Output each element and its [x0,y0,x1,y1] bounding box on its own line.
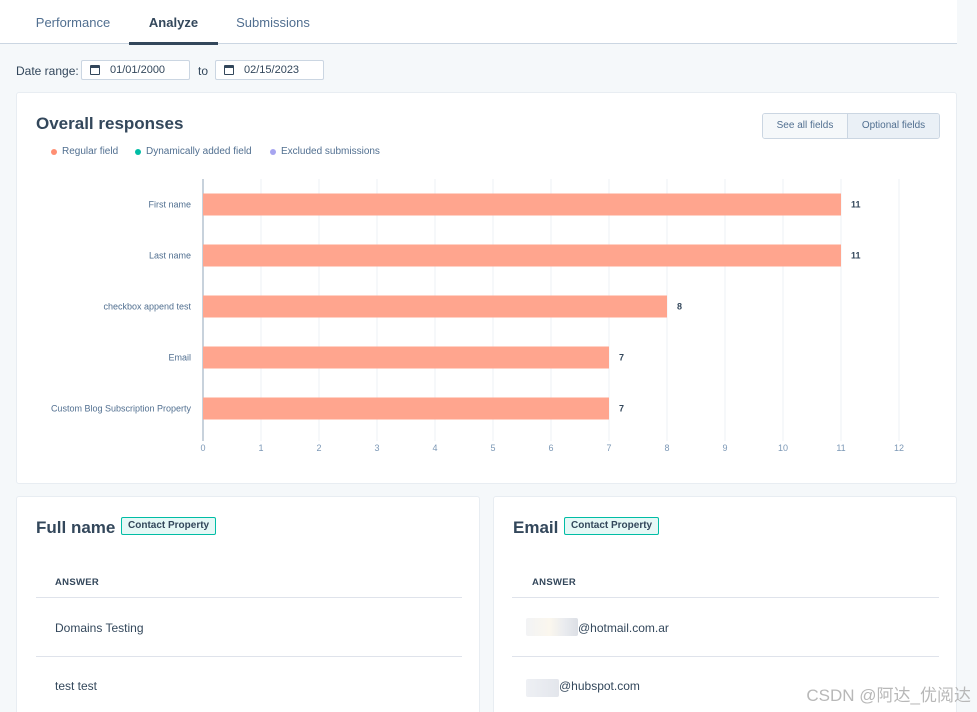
x-tick-label: 10 [778,443,788,453]
answer-row: @hotmail.com.ar [578,621,669,635]
y-tick-label: Email [168,353,191,363]
date-from-value: 01/01/2000 [110,64,166,76]
calendar-icon [224,65,234,75]
watermark: CSDN @阿达_优阅达 [806,686,971,705]
legend-dot-icon [135,149,141,155]
contact-property-badge: Contact Property [121,517,217,535]
legend-dot-icon [270,149,276,155]
calendar-icon [90,65,100,75]
full-name-title: Full name [36,518,116,537]
divider [512,656,939,657]
divider [512,597,939,598]
data-label: 8 [677,302,682,312]
data-label: 11 [851,200,861,210]
redacted-text [526,618,578,636]
y-tick-label: Last name [149,251,191,261]
answer-row: test test [55,679,98,693]
bar [203,244,841,267]
contact-property-badge: Contact Property [564,517,660,535]
divider [36,656,462,657]
tab-submissions[interactable]: Submissions [236,15,310,30]
x-tick-label: 1 [258,443,263,453]
data-label: 7 [619,353,624,363]
x-tick-label: 7 [606,443,611,453]
x-tick-label: 12 [894,443,904,453]
y-tick-label: First name [148,200,191,210]
x-tick-label: 9 [722,443,727,453]
date-from-input[interactable]: 01/01/2000 [81,60,190,80]
overall-responses-title: Overall responses [36,114,184,133]
x-tick-label: 4 [432,443,437,453]
legend-label: Dynamically added field [146,146,252,157]
y-tick-label: checkbox append test [103,302,191,312]
date-to-label: to [198,64,209,78]
legend-label: Excluded submissions [281,146,380,157]
email-title: Email [513,518,559,537]
x-tick-label: 5 [490,443,495,453]
answer-row: Domains Testing [55,621,144,635]
bar [203,397,609,420]
date-range-label: Date range: [16,64,79,78]
full-name-card: Full name Contact Property ANSWER Domain… [16,496,480,712]
y-tick-label: Custom Blog Subscription Property [51,404,192,414]
legend-dot-icon [51,149,57,155]
bar [203,346,609,369]
divider [36,597,462,598]
data-label: 11 [851,251,861,261]
bar [203,193,841,216]
x-tick-label: 3 [374,443,379,453]
x-tick-label: 11 [836,443,845,453]
optional-fields-button[interactable]: Optional fields [847,114,939,138]
email-card: Email Contact Property ANSWER @hotmail.c… [493,496,957,712]
data-label: 7 [619,404,624,414]
date-to-input[interactable]: 02/15/2023 [215,60,324,80]
x-tick-label: 6 [548,443,553,453]
answer-column-header: ANSWER [55,577,100,588]
tab-performance[interactable]: Performance [35,15,111,30]
x-tick-label: 2 [316,443,321,453]
answer-row: @hubspot.com [559,679,640,693]
tab-bar: Performance Analyze Submissions [0,0,957,45]
overall-responses-card: Overall responses See all fields Optiona… [16,92,957,484]
answer-column-header: ANSWER [532,577,577,588]
redacted-text [526,679,559,697]
x-tick-label: 0 [200,443,205,453]
field-filter-toggle: See all fields Optional fields [762,113,940,139]
legend-label: Regular field [62,146,119,157]
date-to-value: 02/15/2023 [244,64,300,76]
bar [203,295,667,318]
tab-analyze[interactable]: Analyze [129,0,218,45]
x-tick-label: 8 [664,443,669,453]
see-all-fields-button[interactable]: See all fields [763,114,847,138]
